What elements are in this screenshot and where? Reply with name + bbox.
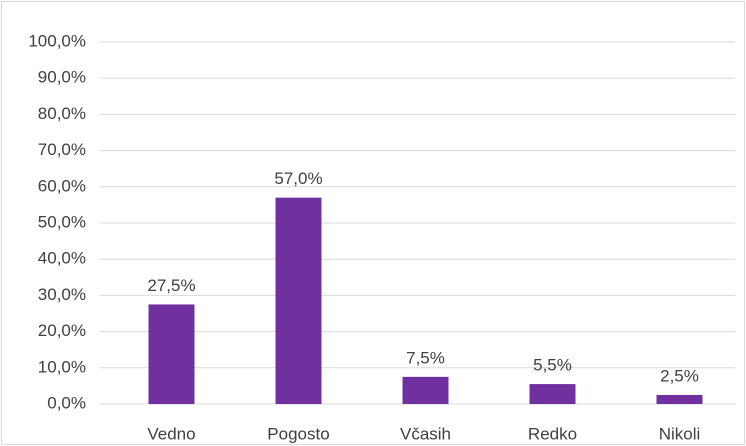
bar	[656, 394, 703, 404]
data-label: 27,5%	[147, 276, 195, 295]
bar	[275, 197, 322, 404]
y-tick-label: 0,0%	[47, 393, 86, 412]
x-tick-label: Nikoli	[659, 424, 701, 443]
y-tick-label: 60,0%	[38, 176, 86, 195]
x-tick-label: Vedno	[147, 424, 195, 443]
x-tick-label: Včasih	[400, 424, 451, 443]
y-tick-label: 90,0%	[38, 68, 86, 87]
data-label: 57,0%	[274, 169, 322, 188]
y-tick-label: 40,0%	[38, 249, 86, 268]
y-tick-label: 30,0%	[38, 285, 86, 304]
bar	[529, 384, 576, 404]
bar	[148, 304, 195, 404]
y-tick-label: 10,0%	[38, 357, 86, 376]
data-label: 2,5%	[660, 366, 699, 385]
x-tick-label: Redko	[528, 424, 577, 443]
x-tick-label: Pogosto	[267, 424, 329, 443]
y-tick-label: 80,0%	[38, 104, 86, 123]
data-label: 5,5%	[533, 356, 572, 375]
bar	[402, 376, 449, 404]
data-label: 7,5%	[406, 348, 445, 367]
y-tick-label: 70,0%	[38, 140, 86, 159]
y-tick-label: 100,0%	[28, 31, 86, 50]
y-tick-label: 50,0%	[38, 212, 86, 231]
y-tick-label: 20,0%	[38, 321, 86, 340]
